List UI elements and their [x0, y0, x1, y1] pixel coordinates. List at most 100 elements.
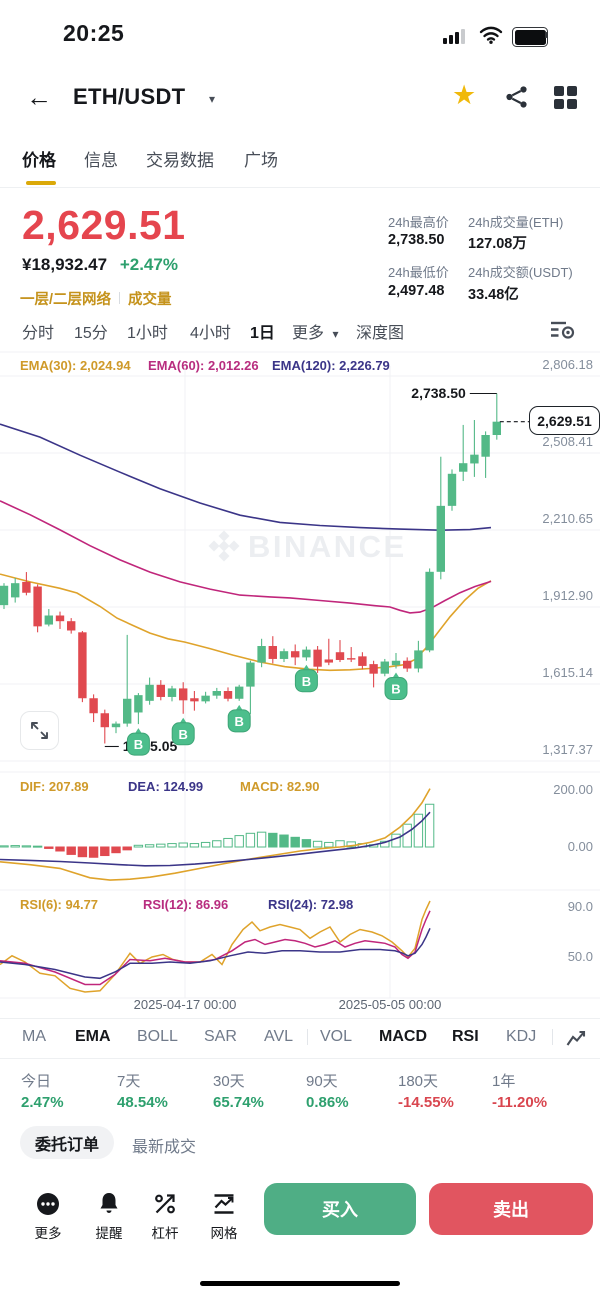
indicator-tab-macd[interactable]: MACD	[379, 1028, 427, 1045]
indicator-settings-icon[interactable]	[549, 319, 576, 341]
indicator-tab-kdj[interactable]: KDJ	[506, 1028, 537, 1045]
alert-bell-icon[interactable]	[97, 1191, 121, 1216]
buy-marker: B	[294, 664, 318, 693]
interval-more[interactable]: 更多 ▾	[292, 325, 339, 342]
share-icon[interactable]	[504, 85, 530, 109]
page-title[interactable]: ETH/USDT	[73, 84, 186, 109]
buy-marker: B	[227, 704, 251, 733]
ema60-legend: EMA(60): 2,012.26	[148, 358, 259, 373]
svg-text:B: B	[302, 674, 311, 689]
tab-open-orders[interactable]: 委托订单	[20, 1126, 115, 1159]
grid-bot-label[interactable]: 网格	[210, 1226, 238, 1241]
indicator-tab-boll[interactable]: BOLL	[137, 1028, 178, 1045]
rsi24-legend: RSI(24): 72.98	[268, 897, 354, 912]
svg-text:1,615.14: 1,615.14	[542, 665, 593, 680]
period-180d-label: 180天	[398, 1073, 439, 1090]
svg-text:2025-05-05 00:00: 2025-05-05 00:00	[339, 997, 442, 1012]
period-30d-label: 30天	[213, 1073, 245, 1090]
period-7d-value: 48.54%	[117, 1094, 168, 1111]
period-today-value: 2.47%	[21, 1094, 64, 1111]
home-indicator[interactable]	[200, 1281, 400, 1286]
price-chart[interactable]: 2,806.18 2,508.41 2,210.65 1,912.90 1,615.14…	[0, 350, 600, 1018]
svg-text:B: B	[179, 727, 188, 742]
tab-latest-trades[interactable]: 最新成交	[132, 1139, 197, 1156]
dif-legend: DIF: 207.89	[20, 779, 89, 794]
back-arrow-icon[interactable]: ←	[26, 82, 52, 112]
fiat-value: ¥18,932.47	[22, 255, 108, 274]
tab-price[interactable]: 价格	[22, 151, 56, 170]
battery-icon	[512, 27, 548, 47]
stat-quote-volume-label: 24h成交额(USDT)	[468, 265, 573, 280]
more-label[interactable]: 更多	[34, 1226, 62, 1241]
indicator-tab-vol[interactable]: VOL	[320, 1028, 353, 1045]
rsi12-legend: RSI(12): 86.96	[143, 897, 229, 912]
interval-4h[interactable]: 4小时	[190, 325, 231, 342]
svg-text:1,912.90: 1,912.90	[542, 588, 593, 603]
alert-label[interactable]: 提醒	[95, 1226, 123, 1241]
tab-info[interactable]: 信息	[84, 151, 118, 170]
interval-time[interactable]: 分时	[22, 325, 55, 342]
indicator-tab-divider-2	[552, 1029, 553, 1045]
fiat-price: ¥18,932.47 +2.47%	[22, 255, 178, 275]
svg-text:1,317.37: 1,317.37	[542, 742, 593, 757]
svg-text:B: B	[235, 714, 244, 729]
price-change: +2.47%	[119, 255, 178, 274]
chart-line-icon[interactable]	[566, 1029, 587, 1047]
tag-volume[interactable]: 成交量	[128, 292, 172, 308]
svg-text:90.0: 90.0	[568, 899, 593, 914]
indicator-tab-avl[interactable]: AVL	[264, 1028, 294, 1045]
svg-text:2,738.50: 2,738.50	[411, 385, 466, 401]
pair-caret-down-icon[interactable]: ▾	[209, 92, 216, 106]
rsi-line-RSI(12)	[0, 910, 431, 986]
period-90d-label: 90天	[306, 1073, 338, 1090]
svg-text:2,806.18: 2,806.18	[542, 357, 593, 372]
buy-button[interactable]: 买入	[264, 1183, 416, 1235]
interval-1h[interactable]: 1小时	[127, 325, 168, 342]
more-caret-down-icon: ▾	[332, 327, 339, 341]
svg-text:0.00: 0.00	[568, 839, 593, 854]
last-price: 2,629.51	[22, 202, 186, 248]
svg-text:2025-04-17 00:00: 2025-04-17 00:00	[134, 997, 237, 1012]
leverage-icon[interactable]	[153, 1192, 177, 1216]
rsi-line-RSI(24)	[0, 927, 431, 980]
category-tags[interactable]: 一层/二层网络 成交量	[20, 288, 172, 309]
last-price-tag: 2,629.51	[529, 406, 600, 435]
wifi-icon	[479, 26, 503, 44]
period-180d-value: -14.55%	[398, 1094, 454, 1111]
period-today-label: 今日	[21, 1073, 52, 1090]
indicator-tab-rsi[interactable]: RSI	[452, 1028, 479, 1045]
indicator-tab-ma[interactable]: MA	[22, 1028, 46, 1045]
tab-trading-data[interactable]: 交易数据	[146, 151, 214, 170]
grid-layout-icon[interactable]	[554, 86, 577, 109]
tag-network[interactable]: 一层/二层网络	[20, 292, 112, 308]
period-1y-label: 1年	[492, 1073, 516, 1090]
favorite-star-icon[interactable]: ★	[452, 80, 477, 110]
indicator-tab-ema[interactable]: EMA	[75, 1028, 111, 1045]
svg-text:BINANCE: BINANCE	[248, 529, 407, 564]
ema30-legend: EMA(30): 2,024.94	[20, 358, 131, 373]
signal-icon	[443, 28, 470, 44]
active-tab-underline	[26, 181, 56, 185]
sell-button[interactable]: 卖出	[429, 1183, 593, 1235]
svg-text:2,210.65: 2,210.65	[542, 511, 593, 526]
dea-legend: DEA: 124.99	[128, 779, 204, 794]
status-time: 20:25	[63, 20, 125, 46]
indicator-tab-sar[interactable]: SAR	[204, 1028, 237, 1045]
candlestick-series	[0, 393, 501, 744]
battery-nub	[545, 31, 548, 38]
interval-1d[interactable]: 1日	[250, 325, 275, 342]
period-1y-value: -11.20%	[492, 1094, 548, 1111]
macd-legend: MACD: 82.90	[240, 779, 320, 794]
svg-text:200.00: 200.00	[553, 782, 593, 797]
grid-bot-icon[interactable]	[212, 1192, 236, 1216]
stat-quote-volume-value: 33.48亿	[468, 287, 519, 303]
stat-high-value: 2,738.50	[388, 232, 445, 248]
svg-text:50.0: 50.0	[568, 949, 593, 964]
fullscreen-chart-button[interactable]	[20, 711, 59, 750]
interval-15m[interactable]: 15分	[74, 325, 108, 342]
stat-volume-value: 127.08万	[468, 236, 527, 252]
interval-depth[interactable]: 深度图	[356, 325, 405, 342]
tab-square[interactable]: 广场	[244, 151, 278, 170]
more-icon[interactable]	[36, 1192, 60, 1216]
leverage-label[interactable]: 杠杆	[151, 1226, 179, 1241]
